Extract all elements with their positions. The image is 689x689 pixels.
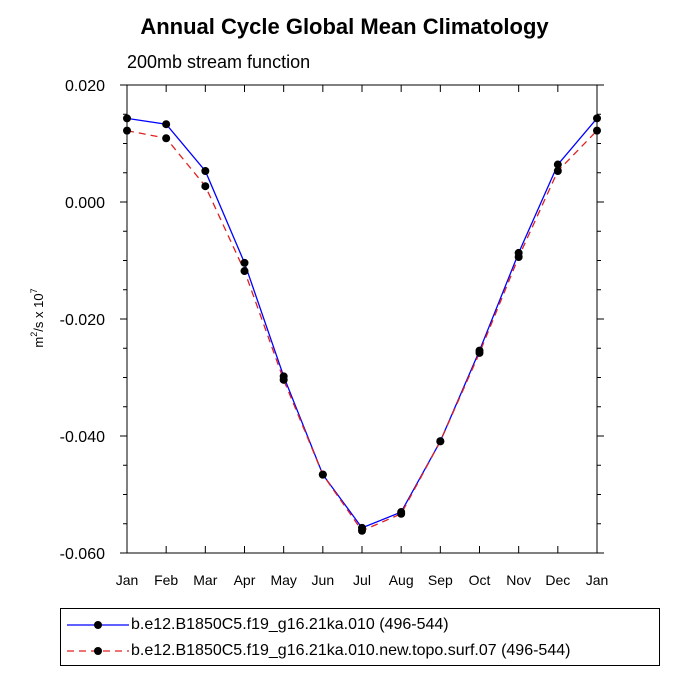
x-tick-label: Aug	[389, 572, 414, 588]
x-tick-label: Jan	[116, 572, 139, 588]
legend-entry-2: b.e12.B1850C5.f19_g16.21ka.010.new.topo.…	[61, 641, 659, 661]
y-tick-label: 0.020	[65, 78, 105, 95]
plot-frame	[126, 84, 598, 554]
series-2-marker	[318, 470, 327, 479]
series-1-marker	[553, 160, 562, 169]
chart-title: Annual Cycle Global Mean Climatology	[140, 14, 549, 39]
y-tick-label: -0.060	[60, 546, 105, 563]
legend-label-1: b.e12.B1850C5.f19_g16.21ka.010 (496-544)	[131, 616, 449, 633]
y-axis-label-exp2: 7	[28, 288, 39, 294]
y-tick-label: -0.040	[60, 429, 105, 446]
x-tick-label: Apr	[234, 572, 256, 588]
series-2-marker	[201, 182, 210, 191]
x-tick-label: May	[270, 572, 296, 588]
legend-swatch-1	[67, 621, 129, 629]
x-tick-label: Feb	[154, 572, 178, 588]
series-line-2	[126, 129, 598, 532]
series-layer	[123, 114, 601, 535]
series-2-marker	[475, 348, 484, 357]
series-2-marker	[397, 509, 406, 518]
series-1-marker	[162, 120, 171, 129]
x-tick-label: Sep	[428, 572, 453, 588]
series-line-1	[126, 117, 598, 529]
y-tick-labels: 0.020 0.000 -0.020 -0.040 -0.060	[60, 78, 105, 563]
y-axis-label-base: m	[31, 336, 47, 348]
x-tick-labels: Jan Feb Mar Apr May Jun Jul Aug Sep Oct Nov Dec Jan	[116, 572, 609, 588]
legend: b.e12.B1850C5.f19_g16.21ka.010 (496-544)…	[60, 608, 660, 666]
x-tick-label: Jun	[312, 572, 335, 588]
series-2-marker	[240, 267, 249, 276]
y-axis-label-mid: /s x 10	[31, 293, 47, 332]
series-2-marker	[553, 166, 562, 175]
x-tick-label: Nov	[506, 572, 531, 588]
legend-entry-1: b.e12.B1850C5.f19_g16.21ka.010 (496-544)	[61, 615, 659, 635]
legend-label-2: b.e12.B1850C5.f19_g16.21ka.010.new.topo.…	[131, 642, 571, 659]
y-axis-label-exp1: 2	[28, 331, 39, 337]
series-2-marker	[162, 134, 171, 143]
series-2-marker	[514, 252, 523, 261]
x-tick-label: Dec	[545, 572, 570, 588]
series-2-marker	[279, 375, 288, 384]
series-1-marker	[201, 166, 210, 175]
x-tick-label: Jul	[353, 572, 371, 588]
series-2-marker	[358, 526, 366, 535]
chart-subtitle: 200mb stream function	[127, 52, 311, 72]
legend-swatch-2	[67, 647, 129, 655]
series-1-marker	[240, 258, 249, 267]
x-tick-label: Mar	[193, 572, 217, 588]
y-tick-label: 0.000	[65, 195, 105, 212]
x-tick-label: Jan	[586, 572, 609, 588]
y-axis-label: m2/s x 107	[28, 288, 47, 348]
series-2-marker	[436, 437, 445, 446]
y-tick-label: -0.020	[60, 312, 105, 329]
x-tick-label: Oct	[469, 572, 491, 588]
